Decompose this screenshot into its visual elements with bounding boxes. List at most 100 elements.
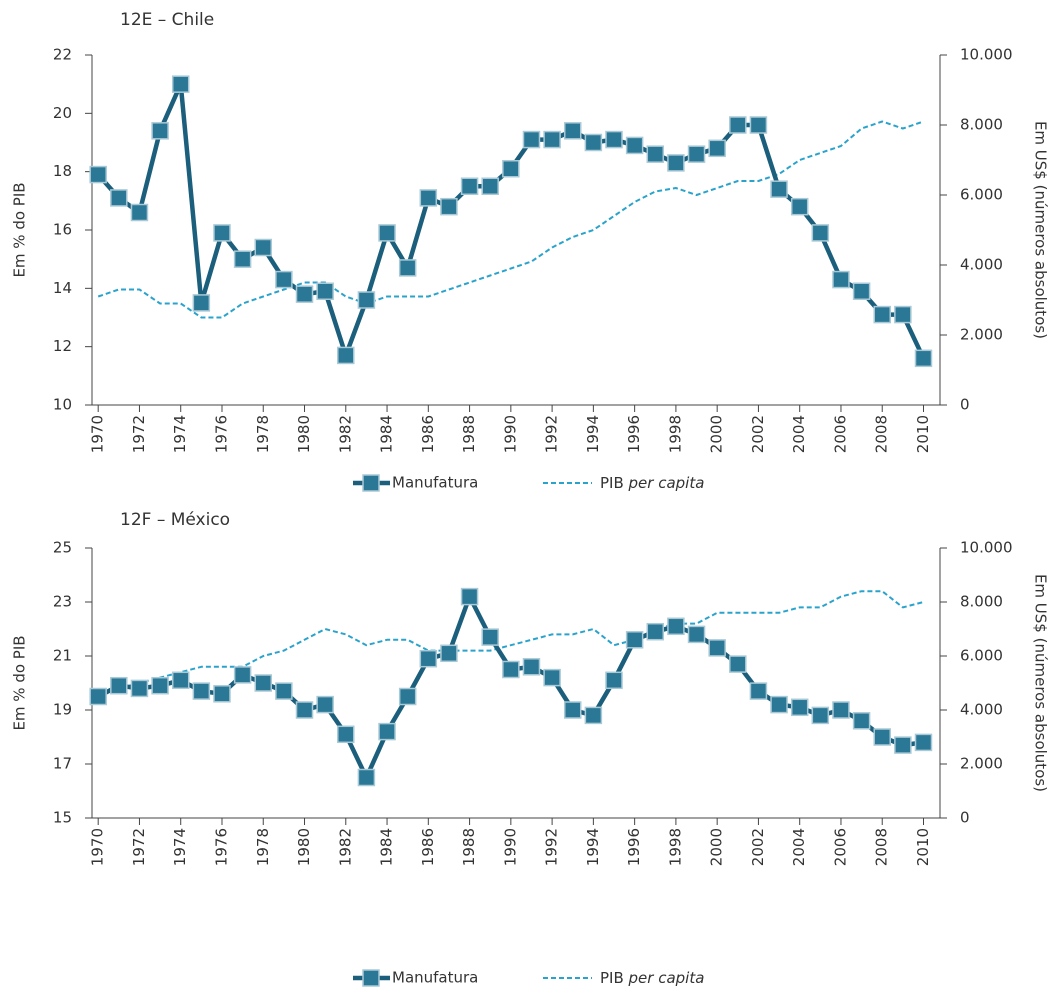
x-tick-label: 2010 xyxy=(914,828,932,866)
x-tick-label: 2004 xyxy=(790,828,808,866)
marker xyxy=(110,676,128,695)
marker xyxy=(605,671,623,690)
x-tick-label: 1976 xyxy=(212,415,230,453)
marker xyxy=(192,294,211,312)
marker xyxy=(378,722,396,741)
marker xyxy=(440,197,458,216)
x-tick-label: 2008 xyxy=(873,415,891,453)
marker xyxy=(419,649,438,668)
x-tick-label: 2002 xyxy=(749,828,767,866)
x-tick-label: 1974 xyxy=(171,415,189,453)
marker xyxy=(770,180,788,198)
y2-tick-label: 0 xyxy=(960,396,970,414)
y2-tick-label: 4.000 xyxy=(960,701,1003,719)
y2-tick-label: 2.000 xyxy=(960,755,1003,773)
x-tick-label: 1978 xyxy=(254,415,272,453)
x-tick-label: 1984 xyxy=(378,828,396,866)
x-tick-label: 1994 xyxy=(584,415,602,453)
marker xyxy=(171,75,190,93)
y-tick-label: 10 xyxy=(53,396,72,414)
marker xyxy=(563,701,582,719)
y2-tick-label: 6.000 xyxy=(960,186,1003,204)
legend-label: Manufatura xyxy=(392,969,478,987)
marker xyxy=(295,701,314,719)
marker xyxy=(625,136,644,155)
y2-tick-label: 4.000 xyxy=(960,256,1003,274)
marker xyxy=(233,666,252,684)
x-tick-label: 1980 xyxy=(295,415,313,453)
y-tick-label: 19 xyxy=(53,701,72,719)
legend-swatch xyxy=(362,969,380,987)
marker xyxy=(440,644,458,663)
legend-label: PIB per capita xyxy=(600,474,704,492)
x-tick-label: 1970 xyxy=(89,828,107,866)
x-tick-label: 1984 xyxy=(378,415,396,453)
series-line xyxy=(96,81,926,360)
pib-line xyxy=(97,590,924,698)
legend-label: PIB per capita xyxy=(600,969,704,987)
x-tick-label: 2000 xyxy=(708,828,726,866)
marker xyxy=(398,687,417,706)
marker xyxy=(708,139,726,158)
marker xyxy=(543,668,561,687)
y-tick-label: 16 xyxy=(53,221,72,239)
marker xyxy=(873,305,891,324)
marker xyxy=(316,282,334,300)
y-axis-label: Em % do PIB xyxy=(11,182,29,277)
marker xyxy=(914,733,933,752)
marker xyxy=(337,346,355,365)
marker xyxy=(171,671,190,690)
panel-title: 12F – México xyxy=(120,510,230,530)
y2-tick-label: 8.000 xyxy=(960,116,1003,134)
y-axis-label: Em % do PIB xyxy=(11,635,29,730)
marker xyxy=(151,676,169,695)
marker xyxy=(584,706,603,725)
x-tick-label: 1988 xyxy=(460,415,478,453)
y2-tick-label: 8.000 xyxy=(960,593,1003,611)
y2-tick-label: 6.000 xyxy=(960,647,1003,665)
marker xyxy=(481,177,499,195)
marker xyxy=(275,270,293,289)
y2-axis-label: Em US$ (números absolutos) xyxy=(1032,121,1050,339)
marker xyxy=(749,682,768,700)
marker xyxy=(667,617,685,636)
x-tick-label: 2006 xyxy=(831,415,849,453)
marker xyxy=(130,203,149,222)
marker xyxy=(873,728,891,746)
marker xyxy=(89,165,107,184)
x-tick-label: 1970 xyxy=(89,415,107,453)
panel-title: 12E – Chile xyxy=(120,10,214,30)
marker xyxy=(419,189,438,207)
marker xyxy=(563,122,582,140)
y2-tick-label: 10.000 xyxy=(960,539,1013,557)
y-tick-label: 20 xyxy=(53,104,72,122)
x-tick-label: 1976 xyxy=(212,828,230,866)
marker xyxy=(790,197,809,216)
marker xyxy=(729,655,747,673)
marker xyxy=(110,189,128,207)
legend-label: Manufatura xyxy=(392,474,478,492)
marker xyxy=(852,282,871,300)
legend-swatch xyxy=(362,474,380,492)
marker xyxy=(708,639,726,657)
marker xyxy=(832,270,850,289)
x-tick-label: 1994 xyxy=(584,828,602,866)
y-tick-label: 23 xyxy=(53,593,72,611)
marker xyxy=(770,695,788,714)
marker xyxy=(852,712,871,730)
x-tick-label: 1992 xyxy=(543,415,561,453)
x-tick-label: 2002 xyxy=(749,415,767,453)
marker xyxy=(522,658,541,676)
marker xyxy=(605,130,623,149)
x-tick-label: 1986 xyxy=(419,415,437,453)
marker xyxy=(687,145,706,163)
marker xyxy=(275,682,293,700)
marker xyxy=(646,622,665,641)
y2-tick-label: 10.000 xyxy=(960,46,1013,64)
y2-axis-label: Em US$ (números absolutos) xyxy=(1032,574,1050,792)
marker xyxy=(543,130,561,149)
marker xyxy=(646,145,665,163)
y-tick-label: 22 xyxy=(53,46,72,64)
marker xyxy=(914,349,933,368)
y-tick-label: 15 xyxy=(53,809,72,827)
